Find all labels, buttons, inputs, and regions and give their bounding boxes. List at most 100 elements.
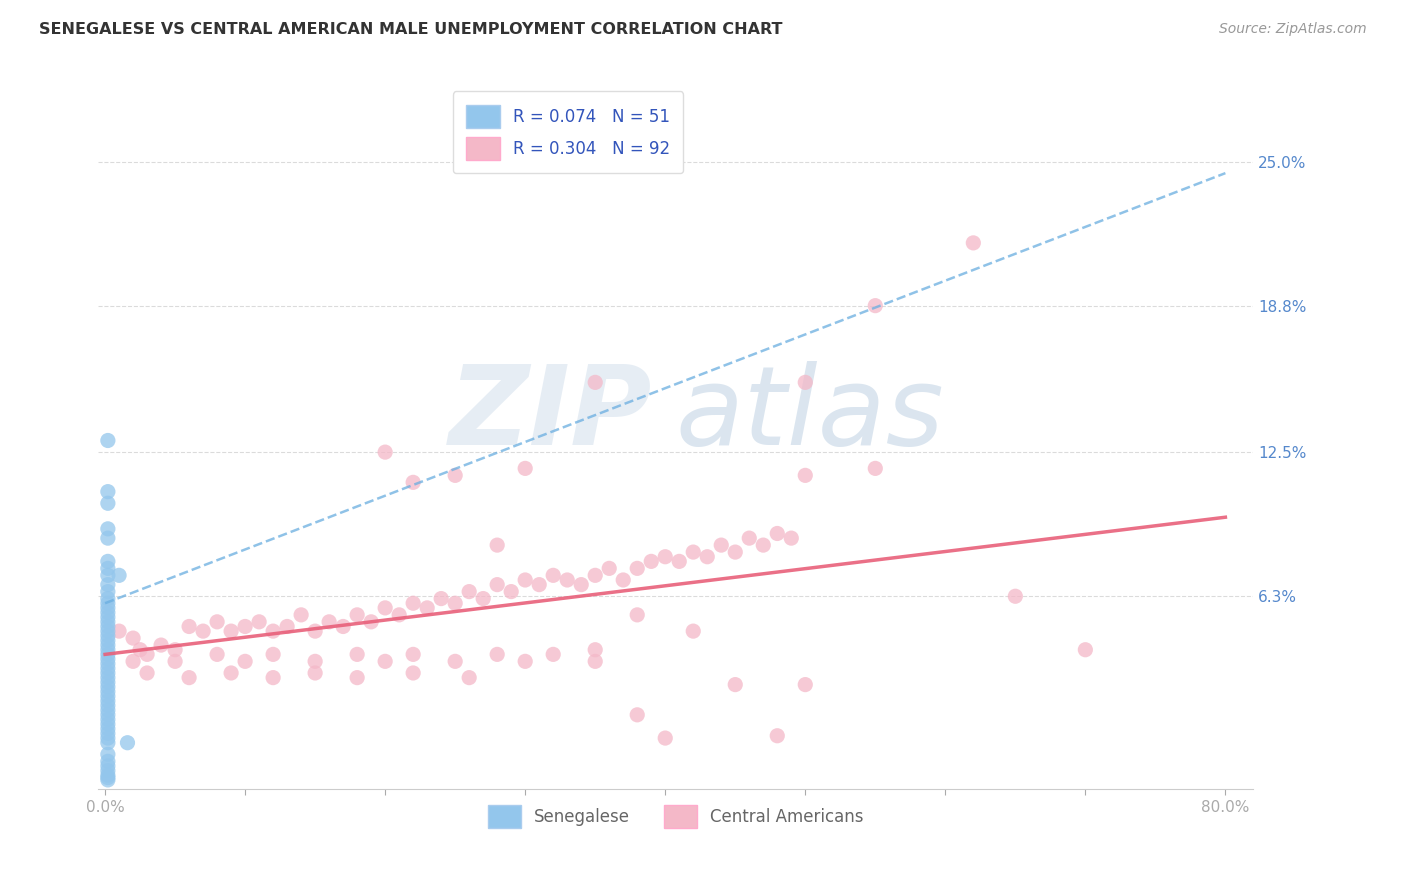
Point xyxy=(97,522,120,536)
Point xyxy=(97,610,120,624)
Point xyxy=(97,600,120,615)
Point xyxy=(97,690,120,704)
Point xyxy=(177,619,200,633)
Point xyxy=(97,577,120,591)
Point xyxy=(205,615,228,629)
Point xyxy=(97,484,120,499)
Point xyxy=(640,554,662,568)
Point xyxy=(97,584,120,599)
Text: atlas: atlas xyxy=(676,361,945,468)
Point xyxy=(97,731,120,745)
Point xyxy=(486,577,509,591)
Point xyxy=(97,624,120,639)
Point xyxy=(108,568,131,582)
Point xyxy=(583,642,606,657)
Point xyxy=(374,654,396,668)
Point xyxy=(738,531,761,545)
Point xyxy=(97,531,120,545)
Point xyxy=(97,638,120,652)
Point xyxy=(360,615,382,629)
Point xyxy=(332,619,354,633)
Point xyxy=(388,607,411,622)
Point xyxy=(515,573,537,587)
Point xyxy=(97,661,120,675)
Point xyxy=(304,665,326,680)
Point xyxy=(219,624,242,639)
Point xyxy=(668,554,690,568)
Point xyxy=(97,722,120,736)
Point xyxy=(97,496,120,510)
Point xyxy=(583,376,606,390)
Point xyxy=(165,642,187,657)
Point xyxy=(97,554,120,568)
Point xyxy=(416,600,439,615)
Point xyxy=(318,615,340,629)
Point xyxy=(794,677,817,691)
Point xyxy=(97,561,120,575)
Point xyxy=(486,538,509,552)
Point xyxy=(97,713,120,727)
Point xyxy=(97,717,120,731)
Point xyxy=(97,568,120,582)
Point xyxy=(247,615,270,629)
Point xyxy=(97,665,120,680)
Point xyxy=(97,768,120,782)
Point xyxy=(97,680,120,694)
Point xyxy=(165,654,187,668)
Point xyxy=(97,759,120,773)
Point xyxy=(501,584,523,599)
Point xyxy=(626,561,648,575)
Point xyxy=(752,538,775,552)
Point xyxy=(1074,642,1097,657)
Point xyxy=(97,615,120,629)
Point xyxy=(374,445,396,459)
Point xyxy=(262,648,284,662)
Point xyxy=(515,654,537,668)
Point xyxy=(780,531,803,545)
Point xyxy=(710,538,733,552)
Point xyxy=(626,707,648,722)
Point xyxy=(794,376,817,390)
Point xyxy=(598,561,620,575)
Point xyxy=(97,652,120,666)
Point xyxy=(97,434,120,448)
Point xyxy=(136,665,159,680)
Point xyxy=(724,677,747,691)
Point xyxy=(97,642,120,657)
Point xyxy=(527,577,550,591)
Point xyxy=(97,755,120,769)
Point xyxy=(97,684,120,698)
Point xyxy=(682,624,704,639)
Point xyxy=(97,703,120,717)
Point xyxy=(458,671,481,685)
Point xyxy=(555,573,578,587)
Point xyxy=(402,648,425,662)
Point xyxy=(97,675,120,690)
Point xyxy=(97,619,120,633)
Point xyxy=(233,619,256,633)
Point xyxy=(541,648,564,662)
Point xyxy=(191,624,214,639)
Point xyxy=(304,624,326,639)
Point xyxy=(444,654,467,668)
Point xyxy=(117,736,139,750)
Point xyxy=(122,631,145,645)
Point xyxy=(612,573,634,587)
Point xyxy=(122,654,145,668)
Point xyxy=(205,648,228,662)
Point xyxy=(97,633,120,648)
Point xyxy=(402,475,425,490)
Point xyxy=(794,468,817,483)
Point xyxy=(97,694,120,708)
Point xyxy=(97,764,120,778)
Point xyxy=(346,607,368,622)
Point xyxy=(724,545,747,559)
Point xyxy=(486,648,509,662)
Point xyxy=(402,596,425,610)
Point xyxy=(97,747,120,762)
Point xyxy=(97,657,120,671)
Point xyxy=(766,526,789,541)
Point xyxy=(472,591,495,606)
Point xyxy=(458,584,481,599)
Text: ZIP: ZIP xyxy=(449,361,652,468)
